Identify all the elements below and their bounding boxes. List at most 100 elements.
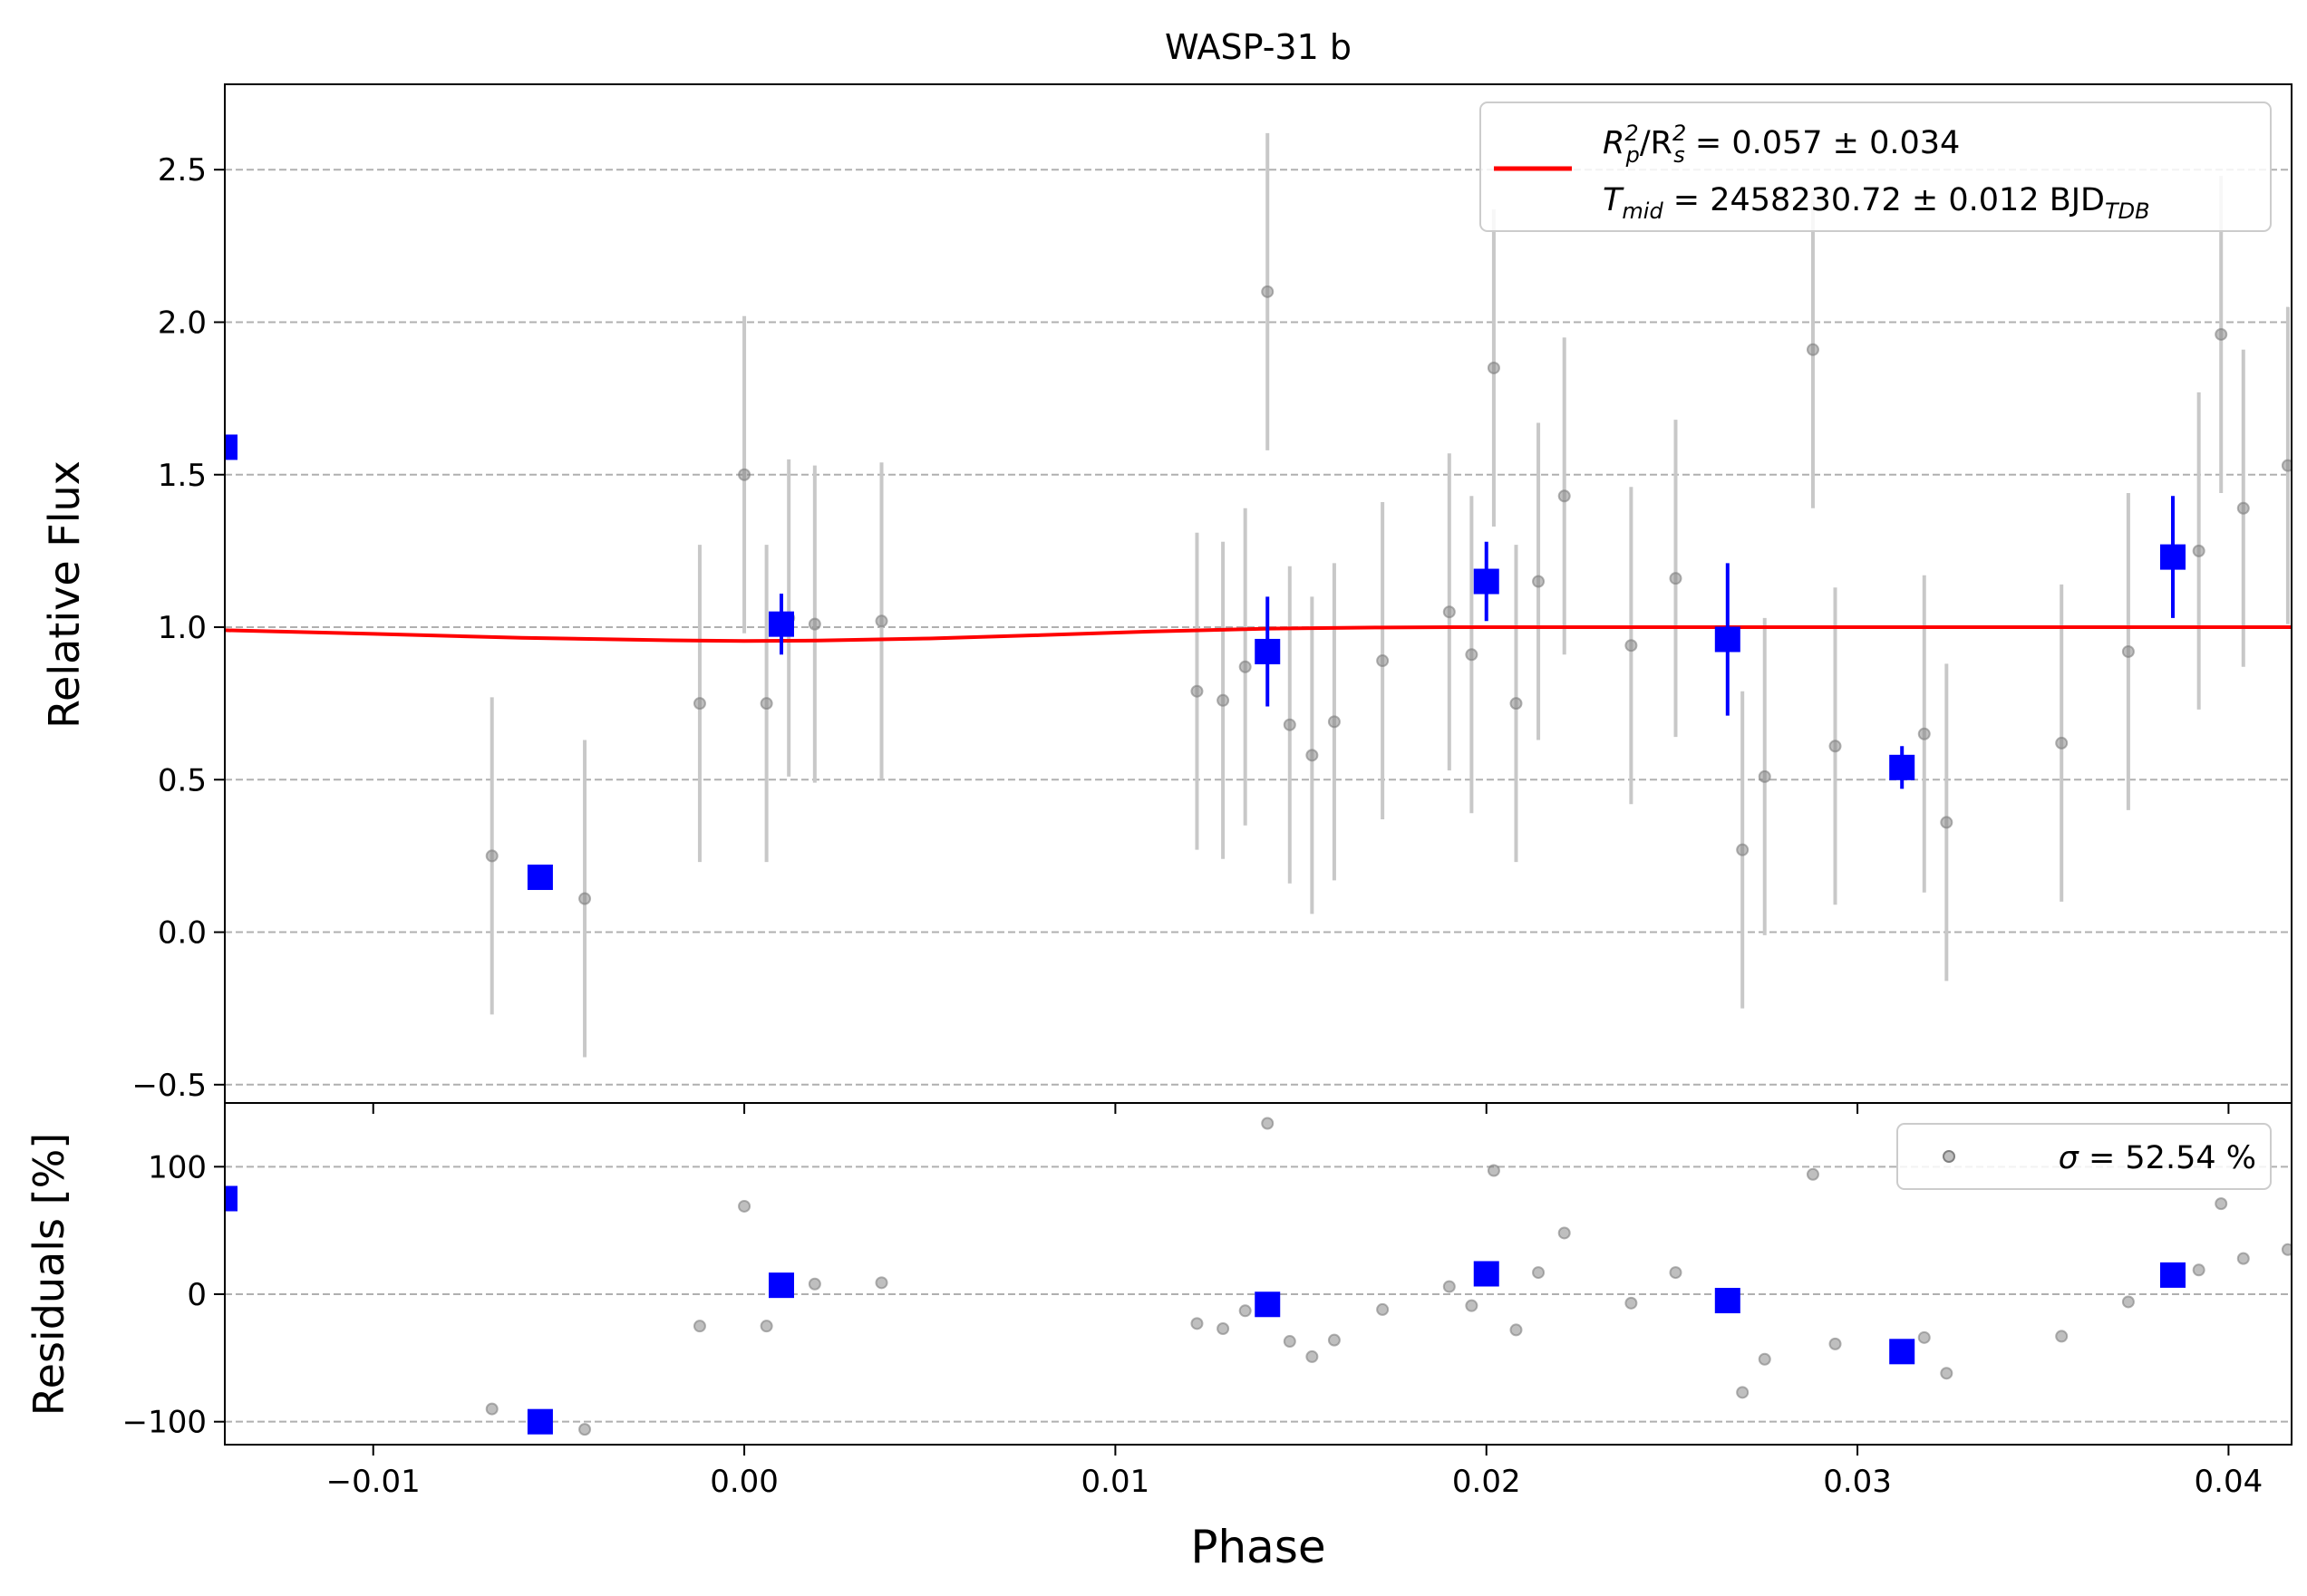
x-tick-label: 0.02 xyxy=(1452,1464,1521,1500)
main-y-tick-label: 1.0 xyxy=(158,610,207,646)
raw-data-point xyxy=(693,697,706,711)
residual-point xyxy=(2121,1295,2135,1309)
raw-data-point xyxy=(1217,693,1230,707)
main-legend-box xyxy=(1479,102,2272,232)
residuals-y-axis: −100 0 100 xyxy=(122,1149,225,1441)
residual-point xyxy=(1736,1386,1750,1399)
x-axis-label: Phase xyxy=(1190,1521,1325,1573)
residuals-y-axis-label: Residuals [%] xyxy=(24,1133,73,1416)
raw-data-point xyxy=(1624,639,1638,653)
legend-tmid-value: = 2458230.72 ± 0.012 BJD xyxy=(1663,182,2105,218)
raw-data-point xyxy=(1758,769,1771,783)
legend-depth-value: = 0.057 ± 0.034 xyxy=(1685,125,1961,161)
residuals-legend-marker xyxy=(1943,1150,1955,1163)
raw-data-point xyxy=(760,697,773,711)
binned-residual-point xyxy=(1714,1288,1740,1314)
raw-data-point xyxy=(738,468,751,481)
x-tick-label: 0.03 xyxy=(1823,1464,1892,1500)
main-y-tick-label: 0.0 xyxy=(158,915,207,952)
raw-data-point xyxy=(2281,459,2292,472)
raw-data-point xyxy=(2055,736,2069,750)
legend-tdb-sub: TDB xyxy=(2105,198,2150,224)
residual-point xyxy=(1190,1317,1204,1330)
binned-data-point xyxy=(527,864,553,890)
residual-point xyxy=(875,1276,888,1290)
residual-point xyxy=(1487,1164,1500,1177)
residual-point xyxy=(2215,1197,2228,1211)
binned-data-point xyxy=(1255,638,1281,664)
residual-point xyxy=(1669,1266,1682,1280)
residuals-panel: −100 0 100 −0.01 0.00 0.01 0.02 0.03 0.04 Resid… xyxy=(24,1102,2292,1573)
residual-point xyxy=(485,1402,499,1416)
binned-data-point xyxy=(1714,626,1740,653)
residual-point xyxy=(1283,1335,1296,1349)
residuals-legend: σ = 52.54 % xyxy=(1896,1123,2272,1190)
residual-point xyxy=(1261,1117,1275,1130)
residual-point xyxy=(1806,1167,1819,1181)
binned-residual-point xyxy=(1889,1339,1915,1365)
main-y-tick-label: −0.5 xyxy=(131,1068,207,1104)
x-tick-label: −0.01 xyxy=(326,1464,421,1500)
residual-point xyxy=(1557,1226,1571,1240)
legend-depth-label: R2 p/R2 s = 0.057 ± 0.034 xyxy=(1603,121,1960,168)
main-grid xyxy=(225,169,2292,1086)
transit-model-curve xyxy=(225,625,2292,643)
binned-data-point xyxy=(1889,754,1915,780)
main-y-axis: −0.5 0.0 0.5 1.0 1.5 2.0 2.5 xyxy=(131,152,2230,1114)
binned-data-point xyxy=(1473,568,1499,595)
residual-point xyxy=(2192,1263,2205,1277)
raw-data-point xyxy=(875,614,888,628)
x-axis: −0.01 0.00 0.01 0.02 0.03 0.04 xyxy=(326,1445,2263,1500)
binned-data-point xyxy=(2160,544,2186,570)
residual-point xyxy=(1509,1323,1523,1337)
residuals-y-tick-label: −100 xyxy=(122,1405,207,1441)
residuals-data-layer xyxy=(225,1117,2292,1436)
residual-point xyxy=(738,1199,751,1213)
binned-residual-point xyxy=(1255,1291,1281,1318)
residuals-y-tick-label: 100 xyxy=(148,1149,207,1185)
residuals-y-tick-label: 0 xyxy=(187,1277,207,1313)
main-y-tick-label: 2.5 xyxy=(158,152,207,189)
raw-data-point xyxy=(1828,740,1842,753)
raw-data-point xyxy=(2192,544,2205,557)
residuals-legend-box xyxy=(1896,1123,2272,1190)
raw-data-point xyxy=(1940,816,1953,829)
legend-t-symbol: T xyxy=(1603,182,1624,218)
main-y-tick-label: 2.0 xyxy=(158,305,207,341)
residual-point xyxy=(1442,1280,1456,1293)
raw-data-point xyxy=(1509,697,1523,711)
y-axis-label: Relative Flux xyxy=(40,460,89,729)
legend-tmid-label: Tmid = 2458230.72 ± 0.012 BJDTDB xyxy=(1603,182,2150,224)
residuals-axes-frame xyxy=(224,1102,2292,1446)
raw-data-point xyxy=(485,849,499,863)
legend-rs-sub: s xyxy=(1673,142,1685,168)
raw-data-point xyxy=(1305,749,1319,762)
binned-residual-point xyxy=(527,1408,553,1435)
light-curve-panel: −0.5 0.0 0.5 1.0 1.5 2.0 2.5 Relative Flux R2 p… xyxy=(40,83,2292,1114)
residual-point xyxy=(1828,1337,1842,1350)
residual-point xyxy=(1305,1349,1319,1363)
residual-point xyxy=(808,1277,821,1291)
binned-residual-point xyxy=(769,1272,795,1299)
x-tick-label: 0.04 xyxy=(2195,1464,2263,1500)
residual-point xyxy=(2281,1243,2292,1256)
residual-point xyxy=(1465,1299,1478,1312)
raw-data-point xyxy=(1465,648,1478,662)
raw-data-point xyxy=(578,892,592,905)
raw-data-point xyxy=(1190,684,1204,698)
raw-data-point xyxy=(1669,572,1682,585)
residual-point xyxy=(760,1320,773,1333)
legend-rp-sub: p xyxy=(1625,142,1640,168)
legend-rs-symbol: /R xyxy=(1640,125,1672,161)
residual-point xyxy=(2055,1330,2069,1343)
raw-data-point xyxy=(2236,501,2250,515)
sigma-symbol: σ xyxy=(2059,1140,2080,1176)
binned-data-point xyxy=(225,434,237,460)
residual-point xyxy=(1217,1321,1230,1335)
main-data-layer xyxy=(225,132,2292,1058)
legend-rp-symbol: R xyxy=(1603,125,1624,161)
raw-data-point xyxy=(1283,718,1296,731)
binned-residual-point xyxy=(1473,1261,1499,1287)
